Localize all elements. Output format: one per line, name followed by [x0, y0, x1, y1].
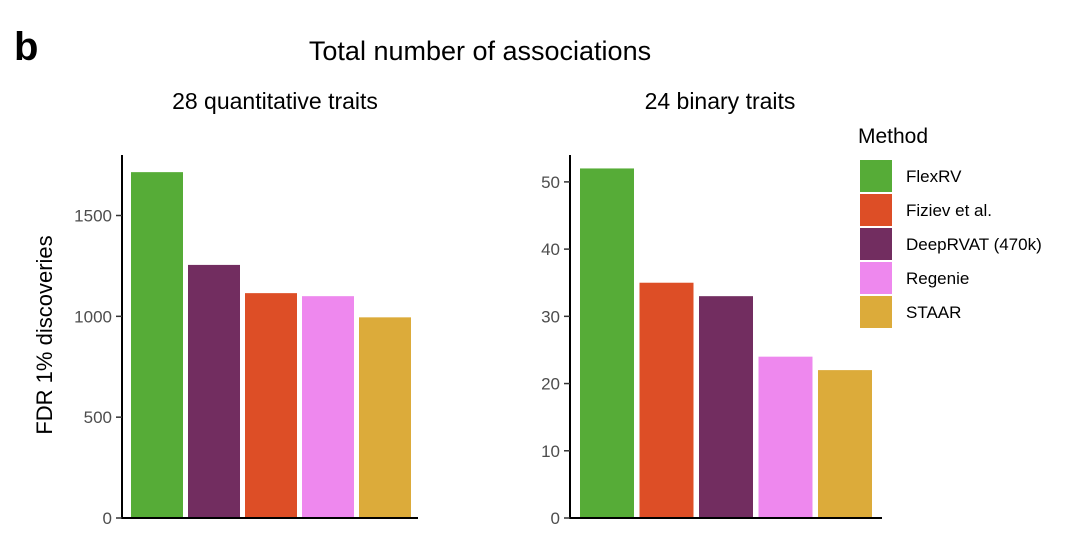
bar-staar: [818, 370, 872, 518]
legend-title: Method: [858, 125, 928, 148]
y-tick-label: 500: [84, 408, 112, 427]
y-tick-label: 40: [541, 240, 560, 259]
binary-chart-title: 24 binary traits: [645, 88, 796, 114]
quantitative-chart: 0 500 1000 1500: [74, 155, 418, 528]
legend-label-regenie: Regenie: [906, 269, 969, 288]
bar-regenie: [302, 296, 354, 518]
legend: Method FlexRV Fiziev et al. DeepRVAT (470k…: [858, 125, 1042, 328]
legend-label-fiziev-et-al: Fiziev et al.: [906, 201, 992, 220]
y-tick-label: 20: [541, 375, 560, 394]
quantitative-chart-title: 28 quantitative traits: [172, 88, 378, 114]
y-tick-label: 0: [103, 509, 112, 528]
bar-regenie: [758, 356, 813, 518]
bar-deeprvat-470k: [699, 296, 753, 518]
y-tick-label: 30: [541, 307, 560, 326]
legend-swatch-deeprvat-470k: [860, 228, 892, 260]
y-tick-label: 1500: [74, 207, 112, 226]
legend-swatch-staar: [860, 296, 892, 328]
bar-deeprvat-470k: [188, 264, 240, 518]
y-tick-label: 10: [541, 442, 560, 461]
legend-swatch-fiziev-et-al: [860, 194, 892, 226]
legend-label-staar: STAAR: [906, 303, 961, 322]
figure-title: Total number of associations: [309, 36, 651, 66]
bar-staar: [359, 317, 411, 518]
panel-letter: b: [14, 25, 38, 69]
bar-fiziev-et-al: [639, 282, 694, 518]
legend-label-flexrv: FlexRV: [906, 167, 962, 186]
legend-swatch-flexrv: [860, 160, 892, 192]
legend-swatch-regenie: [860, 262, 892, 294]
bar-flexrv: [580, 168, 634, 518]
legend-label-deeprvat-470k: DeepRVAT (470k): [906, 235, 1042, 254]
bar-fiziev-et-al: [245, 293, 297, 518]
binary-chart: 0 10 20 30 40 50: [541, 155, 882, 528]
y-tick-label: 50: [541, 173, 560, 192]
y-tick-label: 0: [551, 509, 560, 528]
y-axis-label: FDR 1% discoveries: [32, 235, 57, 434]
bar-flexrv: [131, 172, 183, 518]
y-tick-label: 1000: [74, 307, 112, 326]
